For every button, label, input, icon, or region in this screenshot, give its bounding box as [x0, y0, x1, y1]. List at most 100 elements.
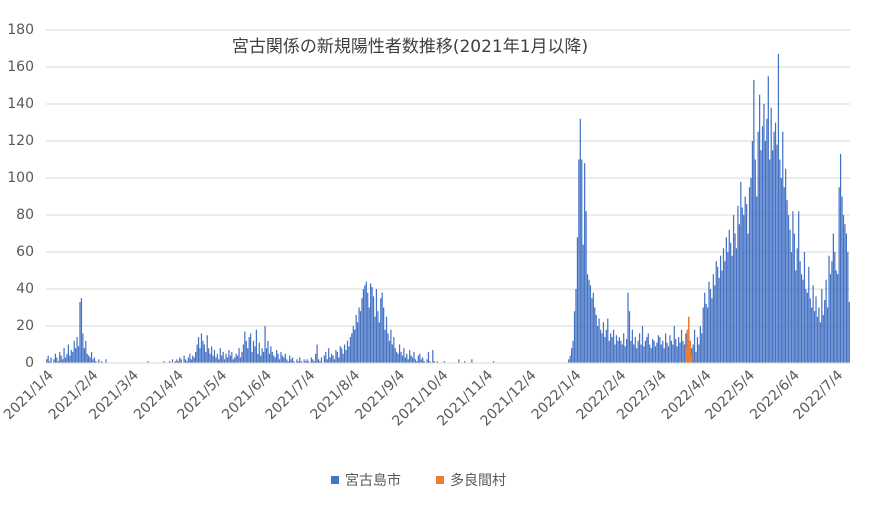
- bar: [205, 351, 207, 363]
- bar: [728, 229, 730, 363]
- bar: [637, 340, 639, 363]
- bar: [828, 255, 830, 363]
- bar: [680, 329, 683, 363]
- bar: [221, 355, 223, 363]
- bar: [793, 233, 795, 363]
- bar: [206, 335, 208, 363]
- bar: [841, 196, 843, 363]
- bar: [352, 326, 354, 363]
- bar: [718, 277, 720, 363]
- bar: [351, 333, 353, 363]
- bar: [568, 359, 570, 363]
- bar: [770, 107, 772, 363]
- bar: [401, 355, 404, 363]
- bar: [792, 211, 794, 363]
- bar: [847, 252, 849, 363]
- bar: [838, 187, 840, 363]
- legend-swatch: [436, 476, 444, 484]
- bar: [436, 361, 438, 363]
- bar: [195, 351, 197, 363]
- bar: [69, 355, 71, 363]
- bar: [261, 348, 263, 363]
- bar: [584, 163, 586, 363]
- bar: [641, 326, 644, 363]
- bar: [627, 292, 629, 363]
- bar: [257, 353, 259, 363]
- bar: [304, 361, 307, 363]
- bar: [86, 353, 88, 363]
- bar: [753, 79, 755, 363]
- bar: [89, 357, 91, 363]
- bar: [573, 311, 576, 363]
- bar: [712, 274, 714, 363]
- bar: [234, 357, 236, 363]
- bar: [251, 351, 253, 363]
- bar: [690, 353, 693, 363]
- y-tick-label: 160: [7, 59, 34, 75]
- bar: [760, 150, 762, 363]
- bar: [464, 361, 466, 363]
- bar: [267, 340, 269, 363]
- bar: [413, 351, 415, 363]
- bar: [721, 270, 723, 363]
- bar: [615, 335, 618, 363]
- bar: [640, 344, 642, 363]
- bar: [643, 346, 645, 363]
- bar: [426, 359, 428, 363]
- bar: [798, 211, 800, 363]
- bar: [368, 307, 370, 363]
- bar: [289, 355, 291, 363]
- bar: [315, 353, 317, 363]
- bar: [605, 329, 607, 363]
- y-tick-label: 120: [7, 133, 34, 149]
- bar: [409, 350, 411, 363]
- bar: [177, 361, 179, 363]
- bar: [228, 350, 230, 363]
- bar: [362, 289, 365, 363]
- bar: [594, 307, 596, 363]
- bar: [679, 342, 681, 363]
- bar: [79, 301, 81, 363]
- bar: [339, 346, 341, 363]
- bar: [579, 118, 581, 363]
- bar: [735, 248, 738, 363]
- bar: [199, 348, 201, 363]
- y-tick-label: 20: [16, 318, 34, 334]
- bar: [95, 361, 97, 363]
- bar: [811, 307, 813, 363]
- bar: [333, 359, 336, 363]
- bar: [821, 289, 823, 363]
- bar: [70, 350, 72, 363]
- y-tick-label: 60: [16, 244, 34, 260]
- bar: [406, 353, 408, 363]
- bar: [355, 314, 357, 363]
- bar: [822, 314, 824, 363]
- bar: [416, 361, 418, 363]
- bar: [192, 355, 194, 363]
- bar: [458, 359, 460, 363]
- bar: [589, 285, 592, 363]
- bar: [656, 342, 658, 363]
- bar: [646, 337, 648, 363]
- bar: [258, 342, 260, 363]
- bar: [654, 346, 657, 363]
- bar: [377, 311, 379, 363]
- bar: [179, 357, 181, 363]
- bar: [599, 329, 602, 363]
- bar: [696, 337, 699, 363]
- bar: [725, 237, 727, 363]
- bar: [610, 333, 612, 363]
- bar: [83, 348, 85, 363]
- bar: [271, 351, 273, 363]
- bar: [706, 307, 709, 363]
- bar: [320, 357, 323, 363]
- bar: [636, 348, 638, 363]
- bar: [764, 141, 767, 363]
- bar: [248, 337, 250, 363]
- bar: [780, 178, 782, 363]
- bar: [682, 340, 684, 363]
- bar: [374, 316, 376, 363]
- y-tick-label: 0: [25, 355, 34, 371]
- bar: [323, 355, 325, 363]
- bar: [576, 237, 579, 363]
